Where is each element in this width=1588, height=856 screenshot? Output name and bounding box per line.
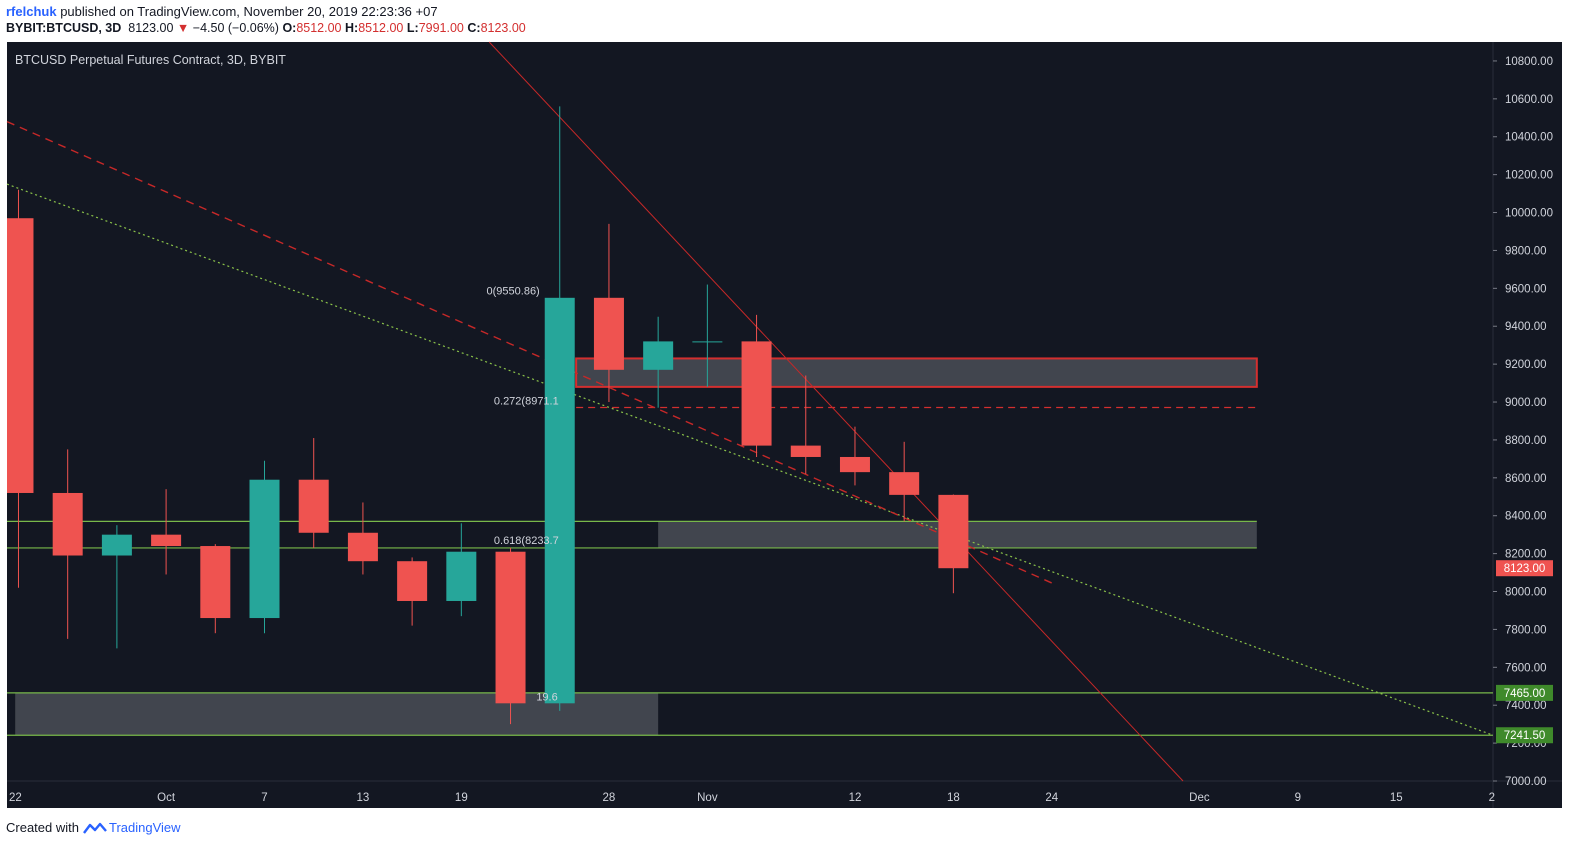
x-tick-9: 9 <box>1295 792 1301 804</box>
close-value: 8123.00 <box>480 21 526 35</box>
candle-body-8 <box>397 561 428 601</box>
footer: Created with TradingView <box>6 820 181 835</box>
candle-body-12 <box>593 297 624 370</box>
last-value: 8123.00 <box>128 21 174 35</box>
x-tick-2: 2 <box>1489 792 1495 804</box>
level-7241-label: 7241.50 <box>1504 730 1546 742</box>
chart-title: BTCUSD Perpetual Futures Contract, 3D, B… <box>15 53 286 67</box>
y-tick-8200: 8200.00 <box>1505 549 1547 561</box>
symbol-label: BYBIT:BTCUSD, 3D <box>6 21 122 35</box>
red-steep-trendline <box>488 41 1184 782</box>
candle-body-6 <box>298 479 329 533</box>
x-tick-28: 28 <box>603 792 616 804</box>
x-tick-15: 15 <box>1390 792 1403 804</box>
candle-body-3 <box>151 534 182 547</box>
x-tick-18: 18 <box>947 792 960 804</box>
candle-body-5 <box>249 479 280 619</box>
candle-body-17 <box>839 456 870 473</box>
y-tick-9200: 9200.00 <box>1505 359 1547 371</box>
x-tick-7: 7 <box>261 792 267 804</box>
candle-body-1 <box>52 492 83 556</box>
high-label: H: <box>345 21 359 35</box>
candle-body-13 <box>643 341 674 370</box>
candle-body-15 <box>741 341 772 446</box>
y-tick-7600: 7600.00 <box>1505 662 1547 674</box>
tradingview-link[interactable]: TradingView <box>108 820 181 835</box>
fib-label-2: 0.618(8233.7 <box>494 535 559 547</box>
y-tick-9600: 9600.00 <box>1505 283 1547 295</box>
y-tick-10600: 10600.00 <box>1505 94 1553 106</box>
y-tick-10800: 10800.00 <box>1505 56 1553 68</box>
x-tick-19: 19 <box>455 792 468 804</box>
candle-body-14 <box>692 341 723 343</box>
price-axis-background <box>1493 42 1562 781</box>
y-tick-8800: 8800.00 <box>1505 435 1547 447</box>
high-value: 8512.00 <box>358 21 404 35</box>
y-tick-9800: 9800.00 <box>1505 245 1547 257</box>
publish-info: rfelchuk published on TradingView.com, N… <box>6 4 438 19</box>
x-tick-Oct: Oct <box>157 792 176 804</box>
candle-body-19 <box>938 494 969 569</box>
candle-body-11 <box>544 297 575 704</box>
last-price-label: 8123.00 <box>1504 563 1546 575</box>
tradingview-logo-icon <box>83 822 107 834</box>
y-tick-10200: 10200.00 <box>1505 170 1553 182</box>
down-arrow-icon: ▼ <box>176 21 190 35</box>
y-tick-8000: 8000.00 <box>1505 587 1547 599</box>
author-link[interactable]: rfelchuk <box>6 4 57 19</box>
fib-label-0: 0(9550.86) <box>487 286 540 298</box>
resistance-zone <box>576 358 1257 387</box>
time-axis-background <box>7 781 1562 808</box>
close-label: C: <box>467 21 481 35</box>
change-value: −4.50 (−0.06%) <box>192 21 279 35</box>
y-tick-7400: 7400.00 <box>1505 700 1547 712</box>
candle-body-18 <box>889 472 920 495</box>
candle-body-2 <box>101 534 132 556</box>
candle-body-9 <box>446 551 477 601</box>
publish-text: published on TradingView.com, November 2… <box>56 4 438 19</box>
candle-body-4 <box>200 546 231 619</box>
candle-body-0 <box>7 218 34 493</box>
open-value: 8512.00 <box>296 21 342 35</box>
y-tick-9400: 9400.00 <box>1505 321 1547 333</box>
last-price-box <box>1496 560 1553 577</box>
y-tick-9000: 9000.00 <box>1505 397 1547 409</box>
y-tick-8600: 8600.00 <box>1505 473 1547 485</box>
candle-body-16 <box>790 445 821 457</box>
fib-label-1: 0.272(8971.1 <box>494 396 559 408</box>
x-tick-13: 13 <box>357 792 370 804</box>
level-7241-box <box>1496 727 1553 744</box>
x-tick-24: 24 <box>1045 792 1058 804</box>
ohlc-line: BYBIT:BTCUSD, 3D 8123.00 ▼ −4.50 (−0.06%… <box>6 21 526 35</box>
level-7465-box <box>1496 684 1553 701</box>
fib-label-3: 19.6 <box>536 691 557 703</box>
created-with-text: Created with <box>6 820 79 835</box>
y-tick-10000: 10000.00 <box>1505 208 1553 220</box>
candle-body-10 <box>495 551 526 704</box>
y-tick-7800: 7800.00 <box>1505 624 1547 636</box>
open-label: O: <box>282 21 297 35</box>
x-tick-Nov: Nov <box>697 792 718 804</box>
candle-body-7 <box>347 532 378 562</box>
green-dotted-trendline <box>6 183 1494 736</box>
low-value: 7991.00 <box>418 21 464 35</box>
x-tick-Dec: Dec <box>1189 792 1210 804</box>
x-tick-22: 22 <box>9 792 22 804</box>
y-tick-7000: 7000.00 <box>1505 776 1547 788</box>
y-tick-8400: 8400.00 <box>1505 511 1547 523</box>
x-tick-12: 12 <box>849 792 862 804</box>
level-7465-label: 7465.00 <box>1504 688 1546 700</box>
low-label: L: <box>406 21 419 35</box>
y-tick-10400: 10400.00 <box>1505 132 1553 144</box>
